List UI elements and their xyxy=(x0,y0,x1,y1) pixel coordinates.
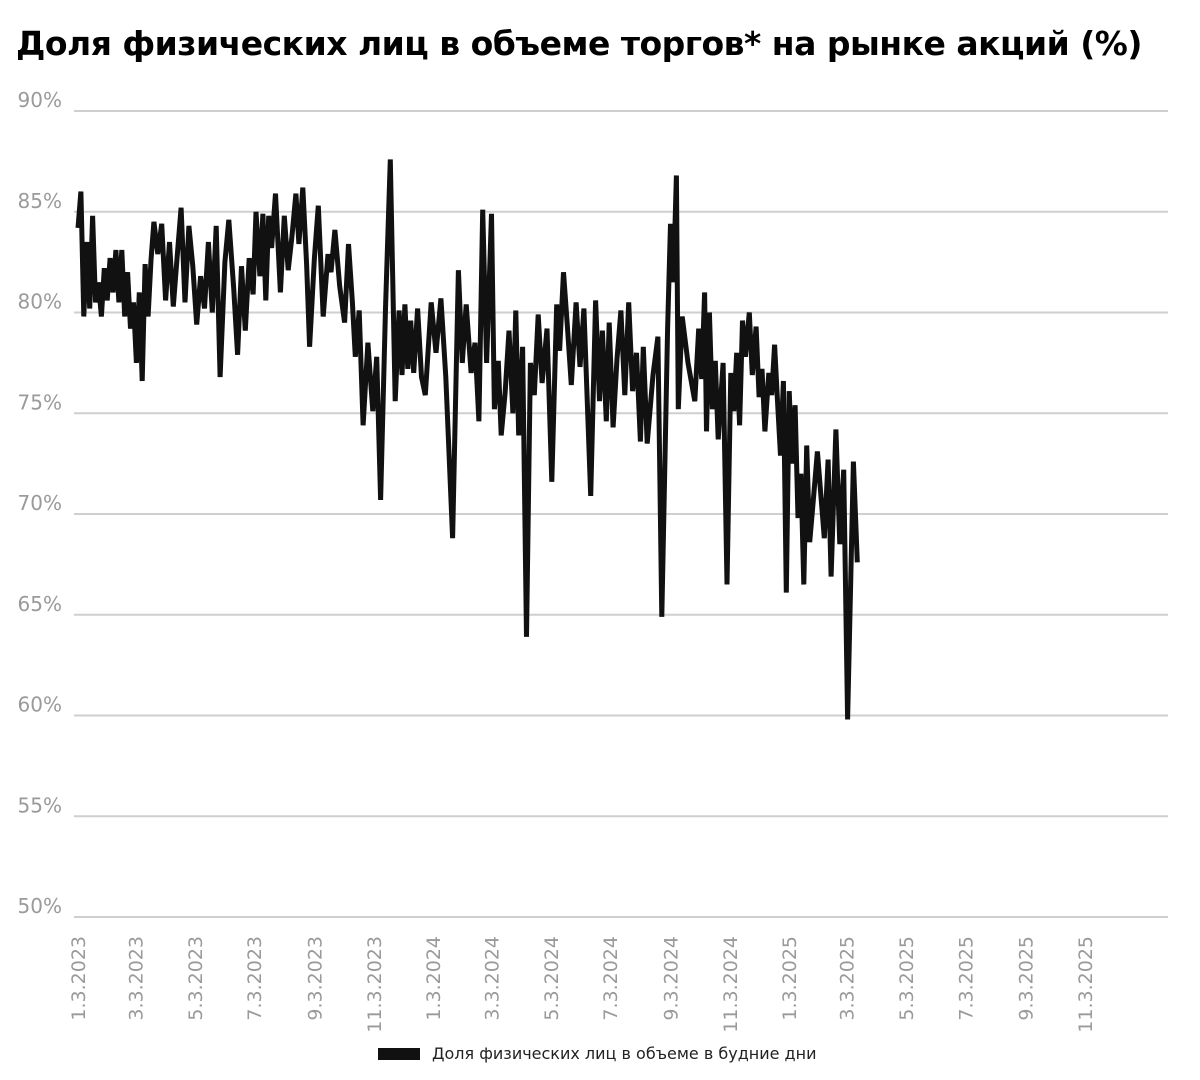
x-tick-label: 9.3.2025 xyxy=(1016,936,1038,1021)
x-tick-label: 5.3.2023 xyxy=(185,936,207,1021)
series-layer xyxy=(75,159,860,720)
x-tick-label: 7.3.2024 xyxy=(600,936,622,1021)
y-tick-label: 75% xyxy=(18,390,62,414)
y-tick-label: 50% xyxy=(18,894,62,918)
x-tick-label: 11.3.2024 xyxy=(720,936,742,1033)
y-tick-label: 80% xyxy=(18,290,62,314)
x-tick-label: 3.3.2025 xyxy=(837,936,859,1021)
gridlines xyxy=(74,110,1168,918)
legend-swatch xyxy=(378,1047,420,1060)
y-tick-label: 90% xyxy=(18,88,62,112)
x-tick-label: 1.3.2025 xyxy=(779,936,801,1021)
x-tick-label: 1.3.2023 xyxy=(68,936,90,1021)
x-tick-label: 9.3.2024 xyxy=(661,936,683,1021)
x-tick-label: 7.3.2023 xyxy=(244,936,266,1021)
x-tick-label: 5.3.2024 xyxy=(541,936,563,1021)
x-tick-label: 7.3.2025 xyxy=(955,936,977,1021)
x-tick-label: 5.3.2025 xyxy=(896,936,918,1021)
x-tick-label: 3.3.2023 xyxy=(125,936,147,1021)
x-tick-label: 1.3.2024 xyxy=(423,936,445,1021)
x-tick-label: 3.3.2024 xyxy=(482,936,504,1021)
x-tick-label: 9.3.2023 xyxy=(304,936,326,1021)
series-line-0 xyxy=(75,159,860,720)
x-tick-label: 11.3.2025 xyxy=(1075,936,1097,1033)
legend-label: Доля физических лиц в объеме в будние дн… xyxy=(432,1044,817,1063)
y-tick-label: 55% xyxy=(18,793,62,817)
x-tick-label: 11.3.2023 xyxy=(364,936,386,1033)
y-tick-label: 60% xyxy=(18,693,62,717)
legend: Доля физических лиц в объеме в будние дн… xyxy=(378,1044,816,1063)
chart-title: Доля физических лиц в объеме торгов* на … xyxy=(16,24,1142,63)
y-tick-label: 70% xyxy=(18,491,62,515)
y-axis-tick-labels: 50% 55% 60% 65% 70% 75% 80% 85% 90% xyxy=(18,88,62,918)
y-tick-label: 65% xyxy=(18,592,62,616)
x-axis-tick-labels: 1.3.2023 3.3.2023 5.3.2023 7.3.2023 9.3.2023… xyxy=(68,936,1097,1033)
y-tick-label: 85% xyxy=(18,189,62,213)
